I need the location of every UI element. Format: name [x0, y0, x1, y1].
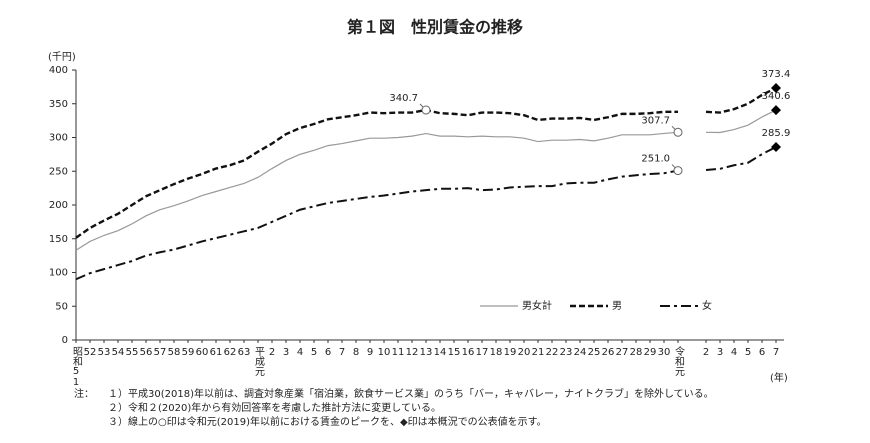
- x-tick-label: 26: [602, 347, 615, 358]
- x-tick-label: 3: [283, 347, 289, 358]
- x-tick-label: 昭和51: [71, 346, 83, 388]
- notes-label: 注：: [74, 387, 94, 400]
- x-unit: (年): [770, 371, 788, 384]
- y-tick-label: 250: [49, 166, 68, 177]
- chart-title: 第１図 性別賃金の推移: [347, 18, 523, 37]
- y-tick-label: 400: [49, 65, 68, 76]
- diamond-marker: [771, 142, 781, 153]
- diamond-marker: [771, 105, 781, 116]
- y-unit: (千円): [48, 51, 76, 63]
- x-tick-label: 2: [703, 347, 709, 358]
- x-tick-label: 56: [140, 347, 153, 358]
- x-tick-label: 29: [644, 347, 657, 358]
- peak-marker: [421, 105, 431, 115]
- x-tick-label: 54: [112, 347, 125, 358]
- x-tick-label: 59: [182, 347, 195, 358]
- x-tick-label: 23: [560, 347, 573, 358]
- peak-marker: [673, 166, 683, 176]
- data-label: 285.9: [762, 128, 791, 139]
- note: ２）令和２(2020)年から有効回答率を考慮した推計方法に変更している。: [108, 401, 441, 414]
- x-tick-label: 10: [378, 347, 391, 358]
- leader-line: [671, 125, 676, 130]
- x-tick-label: 12: [406, 347, 419, 358]
- x-tick-label: 21: [532, 347, 545, 358]
- series-line: [75, 109, 777, 251]
- x-tick-label: 53: [98, 347, 111, 358]
- x-tick-label: 18: [490, 347, 503, 358]
- note: １）平成30(2018)年以前は、調査対象産業「宿泊業，飲食サービス業」のうち「…: [108, 387, 714, 400]
- x-tick-label: 17: [476, 347, 489, 358]
- x-tick-label: 52: [84, 347, 97, 358]
- x-tick-label: 3: [717, 347, 723, 358]
- leader-line: [419, 103, 424, 108]
- x-tick-label: 8: [353, 347, 359, 358]
- data-label: 340.7: [389, 93, 418, 104]
- x-tick-label: 16: [462, 347, 475, 358]
- x-tick-label: 7: [773, 347, 779, 358]
- x-tick-label: 19: [504, 347, 517, 358]
- data-label: 373.4: [762, 69, 791, 80]
- x-tick-label: 11: [392, 347, 405, 358]
- peak-marker: [673, 127, 683, 137]
- x-tick-label: 7: [339, 347, 345, 358]
- x-tick-label: 24: [574, 347, 587, 358]
- x-tick-label: 平成元: [253, 346, 265, 376]
- data-label: 307.7: [641, 115, 670, 126]
- x-tick-label: 9: [367, 347, 373, 358]
- x-tick-label: 15: [448, 347, 461, 358]
- y-tick-label: 200: [49, 200, 68, 211]
- x-tick-label: 令和元: [673, 345, 685, 376]
- y-tick-label: 100: [49, 268, 68, 279]
- data-label: 251.0: [641, 154, 670, 165]
- leader-line: [671, 164, 676, 168]
- x-tick-label: 62: [224, 347, 237, 358]
- y-tick-label: 0: [62, 335, 68, 346]
- y-tick-label: 350: [49, 99, 68, 110]
- legend-label: 男: [612, 300, 622, 312]
- data-label: 340.6: [762, 91, 791, 102]
- x-tick-label: 60: [196, 347, 209, 358]
- x-tick-label: 13: [420, 347, 433, 358]
- x-tick-label: 27: [616, 347, 629, 358]
- note: ３）線上の○印は令和元(2019)年以前における賃金のピークを、◆印は本概況での…: [108, 415, 547, 428]
- y-tick-label: 300: [49, 133, 68, 144]
- x-tick-label: 4: [731, 347, 737, 358]
- x-tick-label: 63: [238, 347, 251, 358]
- x-tick-label: 4: [297, 347, 303, 358]
- x-tick-label: 6: [759, 347, 765, 358]
- series-line: [75, 146, 777, 281]
- x-tick-label: 28: [630, 347, 643, 358]
- x-tick-label: 2: [269, 347, 275, 358]
- x-tick-label: 5: [311, 347, 317, 358]
- x-tick-label: 57: [154, 347, 167, 358]
- x-tick-label: 25: [588, 347, 601, 358]
- x-tick-label: 6: [325, 347, 331, 358]
- x-tick-label: 55: [126, 347, 139, 358]
- diamond-marker: [771, 82, 781, 93]
- x-tick-label: 61: [210, 347, 223, 358]
- x-tick-label: 14: [434, 347, 447, 358]
- legend-label: 男女計: [522, 299, 552, 312]
- series-line: [75, 86, 777, 239]
- y-tick-label: 150: [49, 234, 68, 245]
- y-tick-label: 50: [55, 301, 68, 312]
- x-tick-label: 30: [658, 347, 671, 358]
- x-tick-label: 58: [168, 347, 181, 358]
- legend-label: 女: [702, 299, 712, 312]
- x-tick-label: 20: [518, 347, 531, 358]
- x-tick-label: 22: [546, 347, 559, 358]
- x-tick-label: 5: [745, 347, 751, 358]
